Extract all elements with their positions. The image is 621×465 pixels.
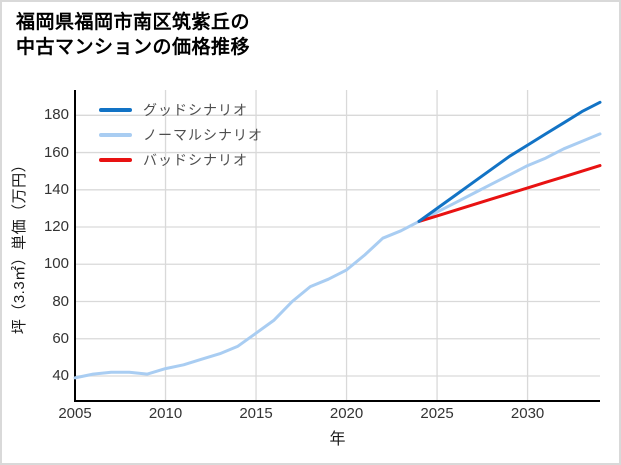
- x-tick-label: 2030: [510, 405, 545, 422]
- y-tick-label: 140: [43, 180, 69, 198]
- x-tick-label: 2010: [148, 405, 183, 422]
- chart-title-line1: 福岡県福岡市南区筑紫丘の: [16, 12, 251, 33]
- legend-item-normal-scenario: ノーマルシナリオ: [99, 122, 263, 147]
- legend-label-good-scenario: グッドシナリオ: [143, 101, 248, 118]
- y-tick-label: 60: [52, 329, 69, 347]
- normal-scenario-line: [73, 132, 602, 380]
- bad-scenario-line-swatch: [99, 157, 132, 162]
- y-tick-label: 80: [52, 292, 69, 310]
- chart-title: 福岡県福岡市南区筑紫丘の 中古マンションの価格推移: [16, 10, 250, 61]
- x-tick-label: 2005: [58, 405, 92, 422]
- legend-label-normal-scenario: ノーマルシナリオ: [143, 126, 263, 143]
- x-tick-label: 2025: [420, 405, 454, 422]
- legend-item-bad-scenario: バッドシナリオ: [99, 147, 263, 172]
- y-tick-label: 40: [52, 367, 69, 384]
- y-tick-label: 160: [43, 143, 69, 161]
- good-scenario-line-swatch: [99, 107, 132, 112]
- bad-scenario-line: [417, 164, 602, 223]
- chart-title-line2: 中古マンションの価格推移: [16, 37, 251, 59]
- x-tick-label: 2015: [239, 405, 273, 422]
- y-tick-label: 100: [43, 255, 69, 273]
- y-tick-label: 180: [43, 106, 69, 124]
- legend-label-bad-scenario: バッドシナリオ: [143, 151, 248, 168]
- normal-scenario-line-swatch: [99, 132, 132, 137]
- legend: グッドシナリオ ノーマルシナリオ バッドシナリオ: [99, 97, 263, 172]
- x-axis-label: 年: [329, 431, 346, 448]
- good-scenario-line: [417, 100, 602, 223]
- legend-item-good-scenario: グッドシナリオ: [99, 97, 263, 122]
- y-tick-label: 120: [43, 218, 69, 236]
- x-tick-label: 2020: [329, 405, 364, 422]
- y-axis-label: 坪（3.3㎡）単価（万円）: [11, 156, 29, 335]
